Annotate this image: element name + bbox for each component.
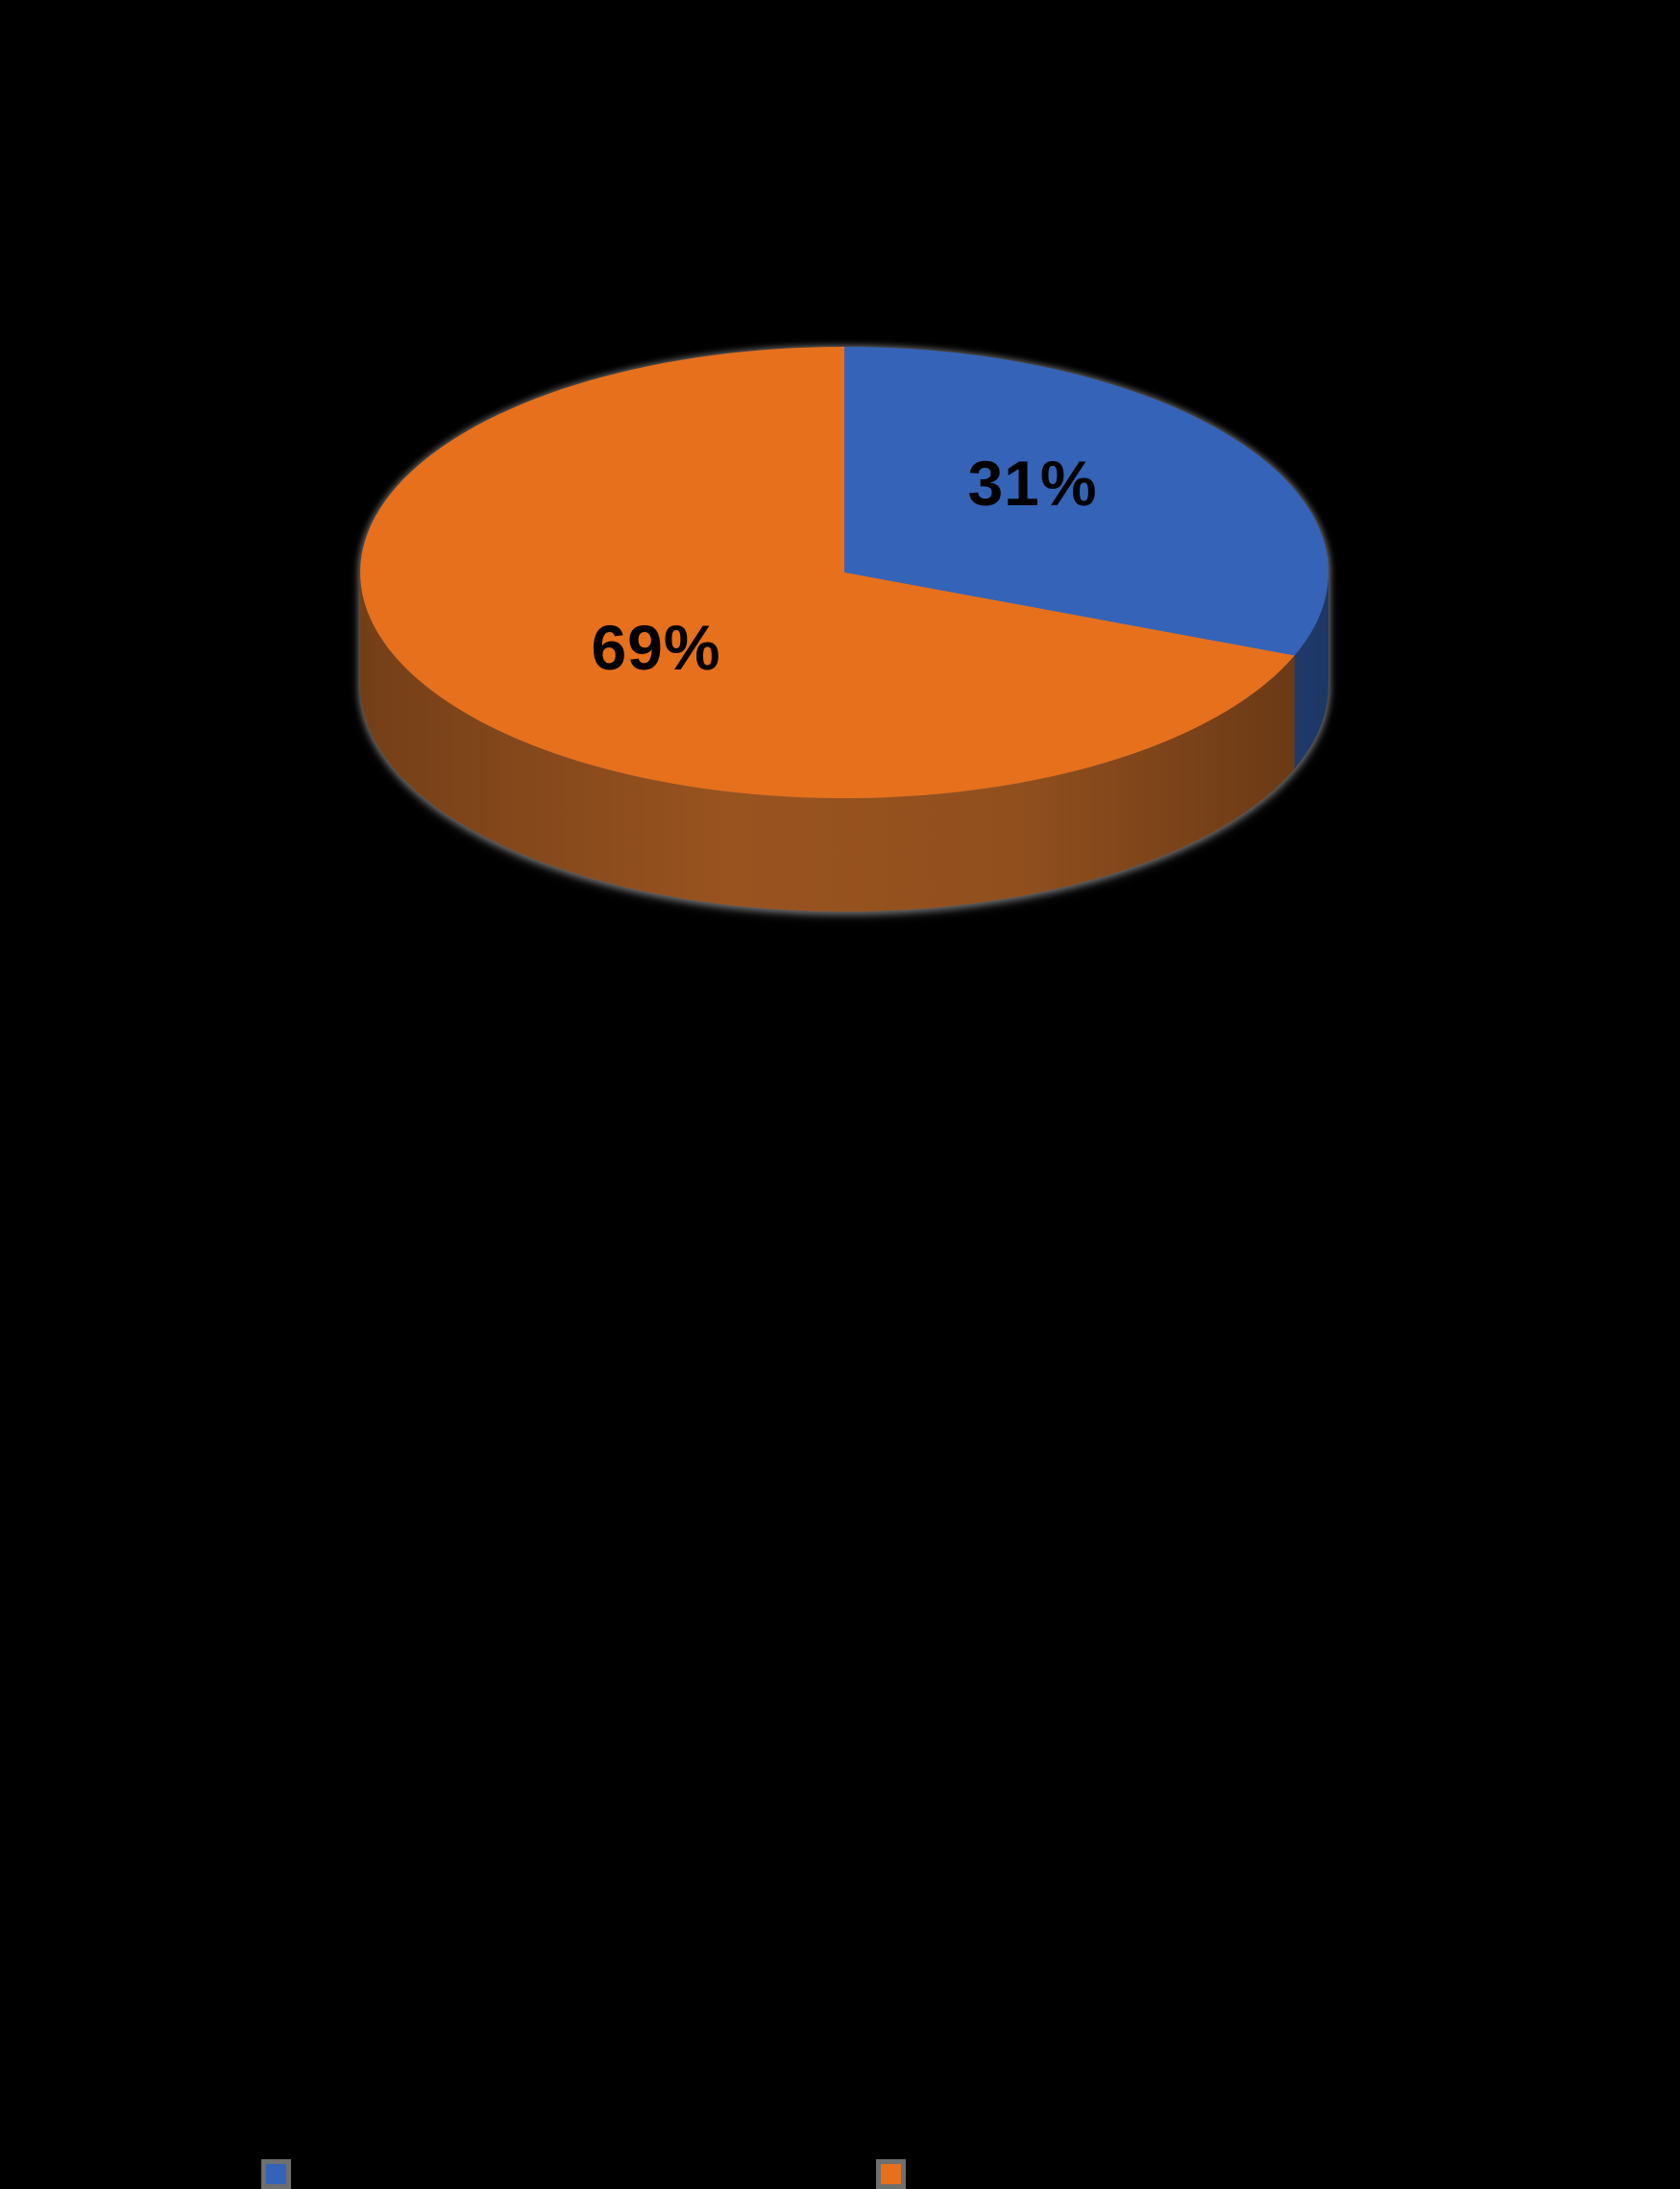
pie-slice (844, 347, 1328, 656)
legend (0, 1076, 1680, 2189)
pie-data-label: 69% (591, 612, 721, 683)
legend-swatch-icon (876, 2159, 906, 2189)
legend-item (261, 2159, 314, 2189)
pie-slice-side (1294, 572, 1328, 769)
pie-chart (360, 347, 1328, 912)
pie-slice-side (360, 572, 1295, 912)
pie-data-label: 31% (967, 448, 1098, 519)
legend-item (876, 2159, 929, 2189)
pie-slice (360, 347, 1295, 798)
chart-canvas: 31% 69% (0, 347, 1680, 2189)
legend-swatch-icon (261, 2159, 291, 2189)
